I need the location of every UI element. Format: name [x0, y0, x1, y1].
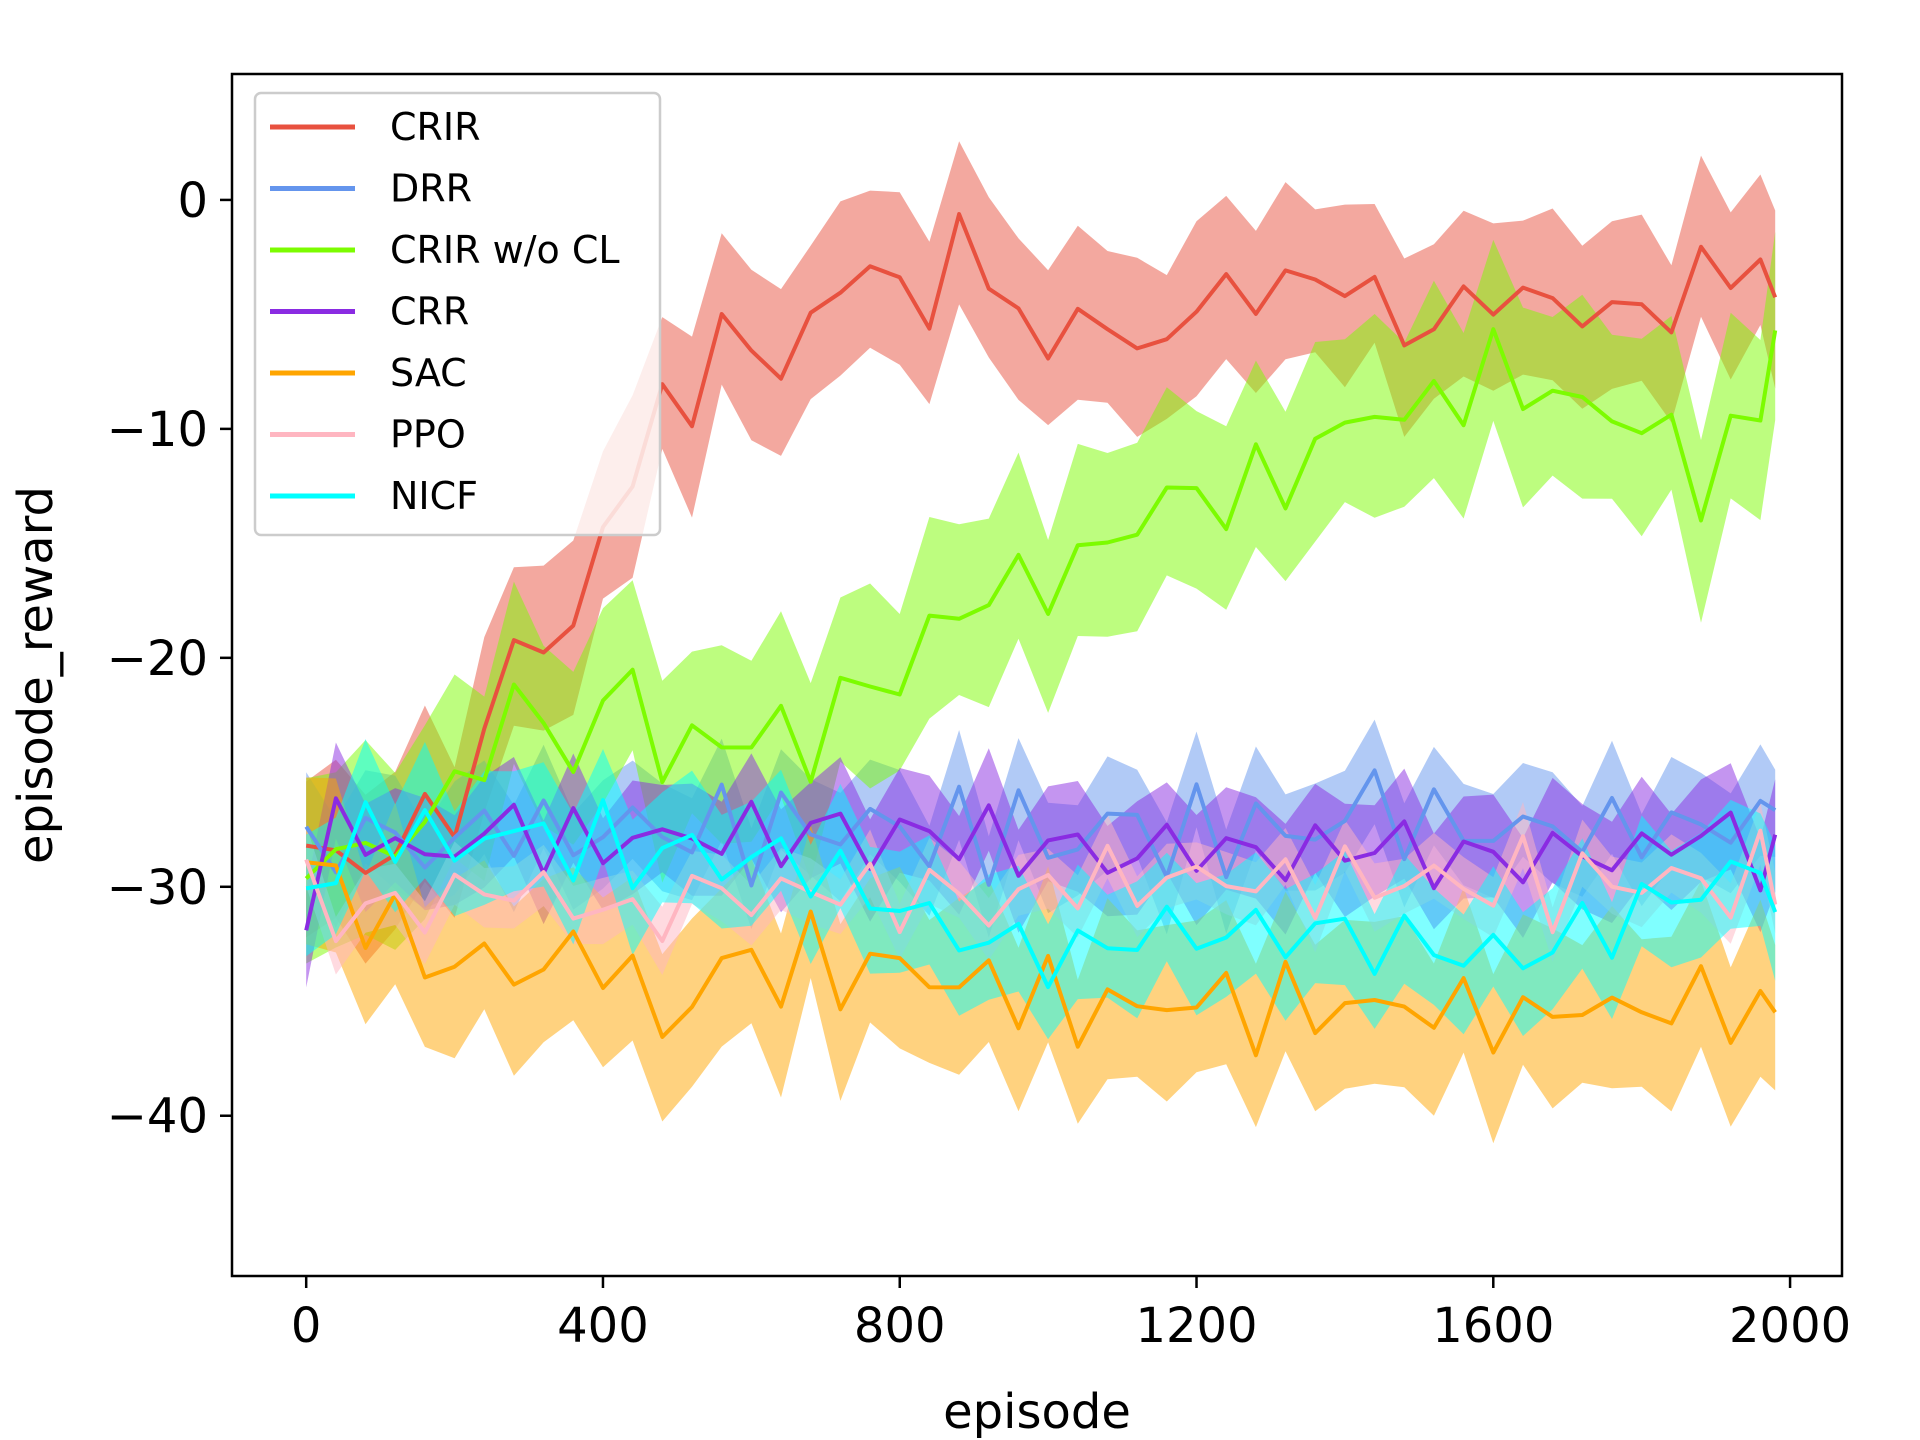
y-tick-label: 0: [177, 173, 208, 229]
band-nicf: [306, 739, 1776, 1040]
y-tick-label: −30: [107, 860, 208, 916]
y-tick-label: −10: [107, 402, 208, 458]
x-tick-label: 800: [854, 1298, 946, 1354]
x-tick-label: 1600: [1432, 1298, 1554, 1354]
series-line-ppo: [304, 828, 1778, 944]
x-axis: 0 400 800 1200 1600 2000: [291, 1276, 1851, 1354]
y-tick-label: −20: [107, 631, 208, 687]
series-line-crir: [305, 212, 1778, 875]
series-line-sac: [305, 860, 1777, 1058]
y-axis-label: episode_reward: [8, 486, 64, 864]
plot-frame: [230, 72, 1844, 1278]
x-tick-label: 1200: [1135, 1298, 1257, 1354]
series-line-crir-w-o-cl: [304, 327, 1778, 880]
x-axis-label: episode: [943, 1384, 1131, 1440]
legend-box: [253, 91, 662, 537]
legend-label-crir: CRIR: [390, 105, 481, 149]
legend-label-drr: DRR: [390, 167, 472, 211]
y-axis: 0 −10 −20 −30 −40: [107, 173, 232, 1145]
series-lines: [304, 212, 1778, 1058]
legend-label-crr: CRR: [390, 290, 469, 334]
series-line-drr: [304, 768, 1777, 888]
legend-label-sac: SAC: [390, 351, 467, 395]
x-tick-label: 0: [291, 1298, 322, 1354]
legend-label-crir-w-o-cl: CRIR w/o CL: [390, 228, 620, 272]
band-ppo: [306, 802, 1776, 975]
legend-label-nicf: NICF: [390, 474, 478, 518]
x-tick-label: 400: [557, 1298, 649, 1354]
legend-label-ppo: PPO: [390, 413, 466, 457]
x-tick-label: 2000: [1729, 1298, 1851, 1354]
legend: CRIR DRR CRIR w/o CL CRR SAC PPO NICF: [253, 91, 662, 537]
series-line-nicf: [305, 798, 1778, 990]
series-line-crr: [304, 796, 1778, 931]
y-tick-label: −40: [107, 1089, 208, 1145]
